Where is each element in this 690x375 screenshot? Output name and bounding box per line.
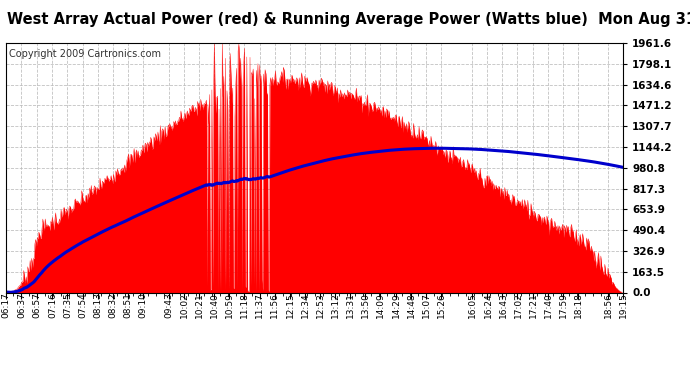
Text: 09:10: 09:10 [139,292,148,318]
Text: 07:35: 07:35 [63,292,72,318]
Text: 07:16: 07:16 [48,292,57,318]
Text: 12:53: 12:53 [316,292,325,318]
Text: 16:43: 16:43 [499,292,508,318]
Text: 15:26: 15:26 [437,292,446,318]
Text: 07:54: 07:54 [78,292,87,318]
Text: 18:18: 18:18 [574,292,583,318]
Text: 11:56: 11:56 [270,292,279,318]
Text: 17:02: 17:02 [513,292,522,318]
Text: 13:50: 13:50 [361,292,370,318]
Text: 13:31: 13:31 [346,292,355,318]
Text: 19:15: 19:15 [620,292,629,318]
Text: 10:02: 10:02 [180,292,189,318]
Text: 10:40: 10:40 [210,292,219,318]
Text: 17:21: 17:21 [529,292,538,318]
Text: 12:15: 12:15 [286,292,295,318]
Text: 10:21: 10:21 [195,292,204,318]
Text: 16:05: 16:05 [469,292,477,318]
Text: 08:32: 08:32 [108,292,117,318]
Text: 14:48: 14:48 [407,292,416,318]
Text: 06:17: 06:17 [1,292,10,318]
Text: 10:59: 10:59 [225,292,234,318]
Text: 17:59: 17:59 [559,292,568,318]
Text: 14:09: 14:09 [376,292,385,318]
Text: 12:34: 12:34 [301,292,310,318]
Text: 11:37: 11:37 [255,292,264,318]
Text: 17:40: 17:40 [544,292,553,318]
Text: 16:24: 16:24 [484,292,493,318]
Text: 06:57: 06:57 [33,292,42,318]
Text: 08:13: 08:13 [93,292,102,318]
Text: 15:07: 15:07 [422,292,431,318]
Text: Copyright 2009 Cartronics.com: Copyright 2009 Cartronics.com [8,50,161,59]
Text: 09:43: 09:43 [165,292,174,318]
Text: 18:56: 18:56 [604,292,613,318]
Text: West Array Actual Power (red) & Running Average Power (Watts blue)  Mon Aug 31 1: West Array Actual Power (red) & Running … [7,12,690,27]
Text: 13:12: 13:12 [331,292,340,318]
Text: 06:37: 06:37 [17,292,26,318]
Text: 08:51: 08:51 [124,292,132,318]
Text: 14:29: 14:29 [392,292,401,318]
Text: 11:18: 11:18 [240,292,249,318]
